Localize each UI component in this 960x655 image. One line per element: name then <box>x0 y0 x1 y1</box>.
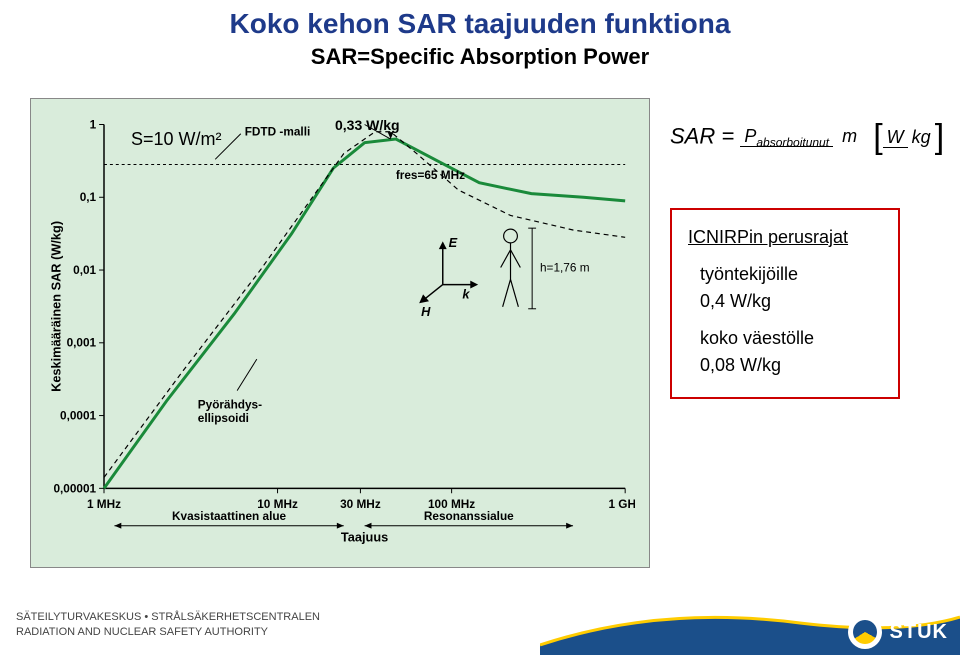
svg-text:fres=65 MHz: fres=65 MHz <box>396 168 465 182</box>
svg-text:1: 1 <box>90 117 97 131</box>
limits-heading: ICNIRPin perusrajat <box>688 224 882 251</box>
svg-text:30 MHz: 30 MHz <box>340 497 381 511</box>
svg-text:1 GHz: 1 GHz <box>608 497 635 511</box>
page-subtitle: SAR=Specific Absorption Power <box>0 44 960 70</box>
svg-text:Taajuus: Taajuus <box>341 529 388 544</box>
formula-unit: [Wkg] <box>873 118 944 157</box>
stuk-logo: STUK <box>848 615 948 649</box>
svg-text:H: H <box>421 304 431 319</box>
icnirp-limits-box: ICNIRPin perusrajat työntekijöille0,4 W/… <box>670 208 900 399</box>
footer: SÄTEILYTURVAKESKUS • STRÅLSÄKERHETSCENTR… <box>0 595 960 655</box>
sar-formula: SAR = Pabsorboitunut m [Wkg] <box>670 118 944 157</box>
annotation-033: 0,33 W/kg <box>335 117 400 133</box>
annotation-s10: S=10 W/m² <box>131 129 222 150</box>
page-title: Koko kehon SAR taajuuden funktiona <box>0 8 960 40</box>
svg-text:0,01: 0,01 <box>73 263 96 277</box>
svg-text:k: k <box>462 286 470 301</box>
svg-text:Keskimääräinen SAR (W/kg): Keskimääräinen SAR (W/kg) <box>49 221 64 392</box>
sar-chart: 10,10,010,0010,00010,000011 MHz10 MHz30 … <box>45 109 635 553</box>
svg-text:E: E <box>449 235 458 250</box>
formula-lhs: SAR = <box>670 123 734 148</box>
logo-icon <box>848 615 882 649</box>
logo-text: STUK <box>890 621 948 644</box>
svg-text:0,0001: 0,0001 <box>60 409 97 423</box>
svg-text:0,1: 0,1 <box>80 190 97 204</box>
svg-text:0,001: 0,001 <box>67 336 97 350</box>
svg-text:Resonanssialue: Resonanssialue <box>424 509 514 523</box>
chart-container: 10,10,010,0010,00010,000011 MHz10 MHz30 … <box>30 98 650 568</box>
svg-text:0,00001: 0,00001 <box>53 481 96 495</box>
svg-text:1 MHz: 1 MHz <box>87 497 121 511</box>
formula-fraction: Pabsorboitunut m <box>740 126 861 150</box>
svg-text:Kvasistaattinen alue: Kvasistaattinen alue <box>172 509 287 523</box>
limits-workers: työntekijöille0,4 W/kg <box>700 261 882 315</box>
limits-public: koko väestölle0,08 W/kg <box>700 325 882 379</box>
svg-text:Pyörähdys-: Pyörähdys- <box>198 397 262 411</box>
svg-text:h=1,76 m: h=1,76 m <box>540 260 590 274</box>
svg-text:ellipsoidi: ellipsoidi <box>198 411 249 425</box>
svg-text:FDTD -malli: FDTD -malli <box>245 125 311 139</box>
footer-text: SÄTEILYTURVAKESKUS • STRÅLSÄKERHETSCENTR… <box>16 610 320 639</box>
